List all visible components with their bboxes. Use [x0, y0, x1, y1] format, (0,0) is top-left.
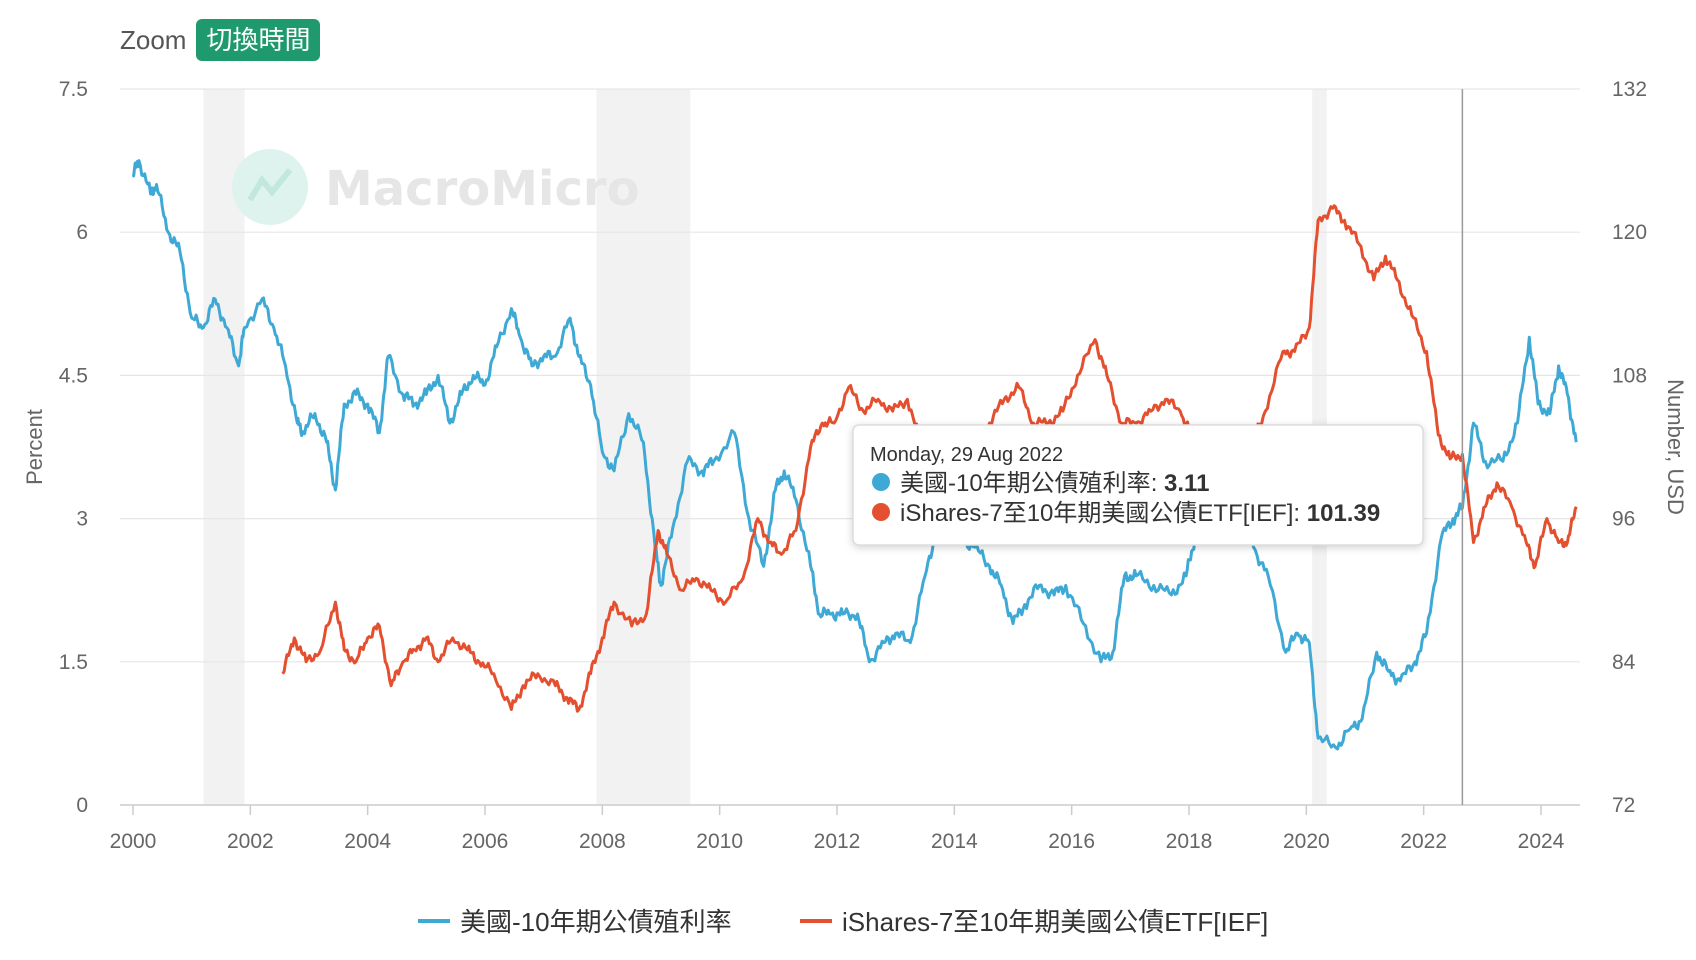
zoom-label: Zoom — [120, 24, 187, 55]
left-axis-title: Percent — [22, 409, 47, 485]
tooltip-series1-marker — [872, 473, 890, 491]
tooltip-series2-label: iShares-7至10年期美國公債ETF[IEF] — [900, 500, 1293, 527]
x-tick-label: 2020 — [1283, 830, 1330, 853]
x-tick-label: 2016 — [1048, 830, 1095, 853]
zoom-toolbar: Zoom 切換時間 — [120, 18, 321, 62]
tooltip-row-2: iShares-7至10年期美國公債ETF[IEF]: 101.39 — [900, 500, 1380, 527]
x-tick-label: 2000 — [110, 830, 157, 853]
legend-item-series2[interactable]: iShares-7至10年期美國公債ETF[IEF] — [800, 907, 1268, 937]
x-tick-label: 2012 — [814, 830, 861, 853]
legend-label-series2: iShares-7至10年期美國公債ETF[IEF] — [842, 907, 1268, 937]
x-tick-label: 2008 — [579, 830, 626, 853]
tooltip-series2-value: 101.39 — [1307, 500, 1380, 527]
tooltip-date: Monday, 29 Aug 2022 — [870, 444, 1063, 466]
tooltip-series1-value: 3.11 — [1164, 470, 1209, 497]
watermark-logo-mark-icon — [247, 168, 293, 202]
right-tick-label: 96 — [1612, 508, 1635, 531]
legend-label-series1: 美國-10年期公債殖利率 — [460, 907, 732, 937]
left-tick-label: 6 — [76, 221, 88, 244]
right-tick-label: 108 — [1612, 364, 1647, 387]
x-tick-label: 2002 — [227, 830, 274, 853]
x-axis-ticks: 2000 2002 2004 2006 2008 2010 2012 2014 2016 2018… — [110, 805, 1565, 853]
x-tick-label: 2024 — [1518, 830, 1565, 853]
x-tick-label: 2014 — [931, 830, 978, 853]
watermark: MacroMicro — [232, 149, 640, 225]
x-tick-label: 2006 — [462, 830, 509, 853]
left-tick-label: 1.5 — [59, 651, 88, 674]
tooltip-series2-marker — [872, 503, 890, 521]
left-axis-ticks: 0 1.5 3 4.5 6 7.5 — [59, 78, 88, 817]
legend: 美國-10年期公債殖利率 iShares-7至10年期美國公債ETF[IEF] — [418, 907, 1268, 937]
grid-lines — [120, 88, 1580, 663]
left-tick-label: 0 — [76, 794, 88, 817]
x-tick-label: 2010 — [696, 830, 743, 853]
left-tick-label: 7.5 — [59, 78, 88, 101]
x-tick-label: 2018 — [1166, 830, 1213, 853]
tooltip-box — [852, 424, 1424, 546]
right-tick-label: 120 — [1612, 221, 1647, 244]
tooltip-series1-label: 美國-10年期公債殖利率 — [900, 470, 1151, 497]
right-tick-label: 72 — [1612, 794, 1635, 817]
tooltip-row-1: 美國-10年期公債殖利率: 3.11 — [900, 470, 1209, 497]
right-tick-label: 132 — [1612, 78, 1647, 101]
tooltip: Monday, 29 Aug 2022 美國-10年期公債殖利率: 3.11 i… — [852, 424, 1424, 546]
watermark-text: MacroMicro — [325, 161, 640, 217]
x-tick-label: 2004 — [344, 830, 391, 853]
right-tick-label: 84 — [1612, 651, 1636, 674]
series-line-1 — [131, 159, 1578, 751]
legend-item-series1[interactable]: 美國-10年期公債殖利率 — [418, 907, 732, 937]
left-tick-label: 3 — [76, 508, 88, 531]
switch-time-button[interactable]: 切換時間 — [196, 19, 321, 61]
x-tick-label: 2022 — [1400, 830, 1447, 853]
right-axis-ticks: 72 84 96 108 120 132 — [1612, 78, 1647, 817]
left-tick-label: 4.5 — [59, 364, 88, 387]
recession-band-0 — [203, 89, 245, 805]
right-axis-title: Number, USD — [1663, 379, 1688, 515]
